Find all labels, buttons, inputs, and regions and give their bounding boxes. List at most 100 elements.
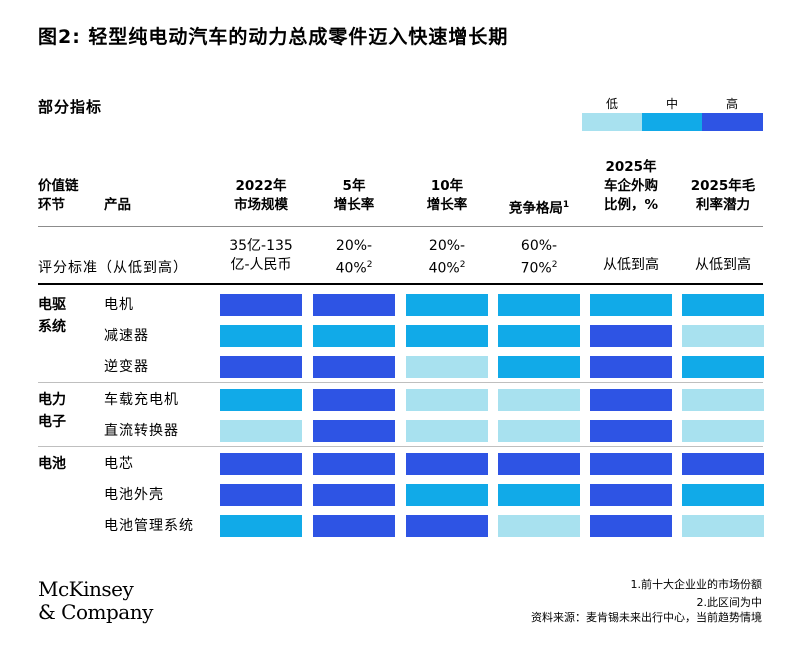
product-label: 电芯	[104, 456, 134, 472]
rating-cell	[406, 325, 488, 347]
rating-cell	[406, 515, 488, 537]
rating-cell	[590, 515, 672, 537]
legend-swatch-mid	[642, 113, 702, 131]
rating-cell	[313, 294, 395, 316]
criteria-cell: 60%- 70%2	[488, 237, 590, 279]
criteria-label: 评分标准（从低到高）	[38, 260, 188, 276]
header-column: 5年 增长率	[305, 177, 403, 215]
rating-cell	[406, 356, 488, 378]
criteria-line: 40%2	[335, 260, 373, 277]
header-column-line: 市场规模	[234, 197, 288, 213]
product-label: 车载充电机	[104, 392, 179, 408]
rating-cell	[406, 453, 488, 475]
product-label: 直流转换器	[104, 423, 179, 439]
group-label: 电驱 系统	[38, 294, 66, 338]
header-column-line: 增长率	[426, 197, 468, 213]
rating-cell	[498, 453, 580, 475]
rating-cell	[498, 420, 580, 442]
rating-cell	[313, 389, 395, 411]
chart-subtitle: 部分指标	[38, 98, 103, 116]
header-column: 2025年毛 利率潜力	[674, 177, 772, 215]
rating-cell	[682, 325, 764, 347]
rating-cell	[406, 420, 488, 442]
legend-label-mid: 中	[665, 97, 678, 111]
rating-cell	[590, 420, 672, 442]
rating-cell	[498, 325, 580, 347]
criteria-line: 20%-	[428, 238, 466, 254]
criteria-cell: 20%- 40%2	[303, 237, 405, 279]
header-column-line: 车企外购	[604, 178, 658, 194]
rating-cell	[313, 356, 395, 378]
header-column-line: 比例，%	[603, 197, 659, 213]
header-value-chain: 价值链 环节	[38, 178, 79, 213]
rating-cell	[313, 453, 395, 475]
criteria-divider	[38, 283, 763, 285]
rating-cell	[682, 294, 764, 316]
header-column-line: 2025年毛	[690, 178, 756, 194]
header-column-line: 2022年	[235, 178, 287, 194]
header-product: 产品	[104, 197, 131, 213]
footnote-1: 1.前十大企业业的市场份额	[630, 578, 763, 591]
group-label-line: 电子	[38, 414, 66, 430]
rating-cell	[682, 420, 764, 442]
footnote-marker: 1	[562, 200, 570, 210]
criteria-cell: 20%- 40%2	[396, 237, 498, 279]
group-label-line: 系统	[38, 319, 66, 335]
header-column-line: 竞争格局1	[508, 200, 570, 217]
chart-title: 图2: 轻型纯电动汽车的动力总成零件迈入快速增长期	[38, 26, 509, 48]
footnote-2: 2.此区间为中	[696, 596, 763, 609]
rating-cell	[220, 484, 302, 506]
rating-cell	[682, 515, 764, 537]
legend-swatch-low	[582, 113, 642, 131]
criteria-cell: 从低到高	[672, 237, 774, 275]
product-label: 减速器	[104, 328, 149, 344]
rating-cell	[220, 420, 302, 442]
source-note: 资料来源：麦肯锡未来出行中心，当前趋势情境	[531, 611, 762, 624]
header-column-line: 利率潜力	[696, 197, 750, 213]
criteria-line: 35亿-135	[229, 238, 293, 254]
product-label: 逆变器	[104, 359, 149, 375]
rating-cell	[590, 294, 672, 316]
criteria-cell: 35亿-135 亿-人民币	[210, 237, 312, 275]
rating-cell	[220, 515, 302, 537]
rating-cell	[682, 484, 764, 506]
header-column: 竞争格局1	[490, 196, 588, 219]
rating-cell	[498, 294, 580, 316]
header-column-line: 5年	[342, 178, 366, 194]
rating-cell	[313, 420, 395, 442]
rating-cell	[590, 356, 672, 378]
rating-cell	[220, 453, 302, 475]
footnote-marker: 2	[366, 260, 373, 270]
group-separator	[38, 446, 763, 447]
mckinsey-logo: McKinsey & Company	[38, 577, 153, 624]
rating-cell	[406, 294, 488, 316]
header-divider	[38, 226, 763, 227]
criteria-line: 亿-人民币	[230, 257, 292, 273]
rating-cell	[682, 453, 764, 475]
rating-cell	[498, 389, 580, 411]
rating-cell	[590, 484, 672, 506]
rating-cell	[406, 484, 488, 506]
rating-cell	[590, 389, 672, 411]
group-label: 电力 电子	[38, 389, 66, 433]
product-label: 电机	[104, 297, 134, 313]
rating-cell	[498, 484, 580, 506]
rating-cell	[406, 389, 488, 411]
group-label-line: 电驱	[38, 297, 66, 313]
criteria-line: 40%2	[428, 260, 466, 277]
rating-cell	[313, 484, 395, 506]
criteria-line: 从低到高	[603, 257, 659, 273]
criteria-line	[580, 237, 682, 256]
criteria-cell: 从低到高	[580, 237, 682, 275]
rating-cell	[220, 356, 302, 378]
group-separator	[38, 382, 763, 383]
footnote-marker: 2	[459, 260, 466, 270]
footnote-marker: 2	[551, 260, 558, 270]
rating-cell	[313, 515, 395, 537]
legend-swatch-high	[702, 113, 763, 131]
rating-cell	[313, 325, 395, 347]
legend-label-high: 高	[725, 97, 738, 111]
group-label-line: 电力	[38, 392, 66, 408]
rating-cell	[590, 325, 672, 347]
criteria-line: 60%-	[520, 238, 558, 254]
